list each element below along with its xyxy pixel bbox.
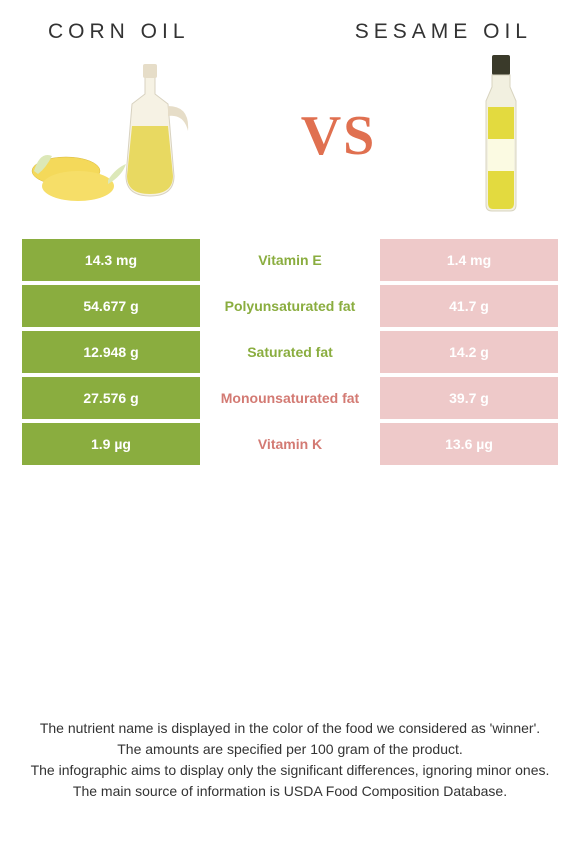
footnote-line: The nutrient name is displayed in the co… (20, 718, 560, 739)
footnotes: The nutrient name is displayed in the co… (0, 718, 580, 802)
left-value: 14.3 mg (22, 239, 200, 281)
comparison-table: 14.3 mgVitamin E1.4 mg54.677 gPolyunsatu… (22, 239, 558, 465)
left-value: 54.677 g (22, 285, 200, 327)
footnote-line: The main source of information is USDA F… (20, 781, 560, 802)
nutrient-name: Saturated fat (200, 331, 380, 373)
vs-label: VS (301, 104, 377, 168)
left-value: 27.576 g (22, 377, 200, 419)
right-value: 39.7 g (380, 377, 558, 419)
table-row: 27.576 gMonounsaturated fat39.7 g (22, 377, 558, 419)
right-value: 14.2 g (380, 331, 558, 373)
nutrient-name: Vitamin K (200, 423, 380, 465)
right-food-title: SESAME OIL (355, 20, 532, 44)
left-food-title: CORN OIL (48, 20, 190, 44)
table-row: 1.9 µgVitamin K13.6 µg (22, 423, 558, 465)
nutrient-name: Polyunsaturated fat (200, 285, 380, 327)
nutrient-name: Vitamin E (200, 239, 380, 281)
right-value: 13.6 µg (380, 423, 558, 465)
left-value: 12.948 g (22, 331, 200, 373)
sesame-oil-image (462, 51, 540, 221)
nutrient-name: Monounsaturated fat (200, 377, 380, 419)
right-value: 1.4 mg (380, 239, 558, 281)
table-row: 54.677 gPolyunsaturated fat41.7 g (22, 285, 558, 327)
footnote-line: The infographic aims to display only the… (20, 760, 560, 781)
table-row: 12.948 gSaturated fat14.2 g (22, 331, 558, 373)
footnote-line: The amounts are specified per 100 gram o… (20, 739, 560, 760)
table-row: 14.3 mgVitamin E1.4 mg (22, 239, 558, 281)
corn-oil-image (30, 56, 215, 216)
left-value: 1.9 µg (22, 423, 200, 465)
right-value: 41.7 g (380, 285, 558, 327)
